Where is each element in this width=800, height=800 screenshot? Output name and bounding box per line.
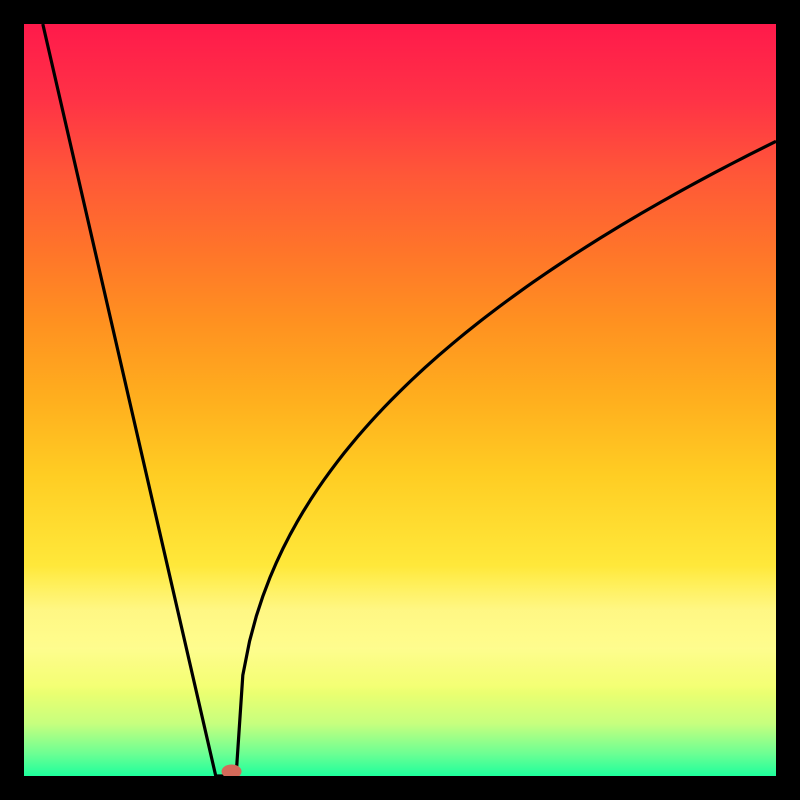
plot-svg	[24, 24, 776, 776]
pale-band	[24, 565, 776, 693]
plot-area	[24, 24, 776, 776]
chart-container: TheBottleneck.com	[0, 0, 800, 800]
